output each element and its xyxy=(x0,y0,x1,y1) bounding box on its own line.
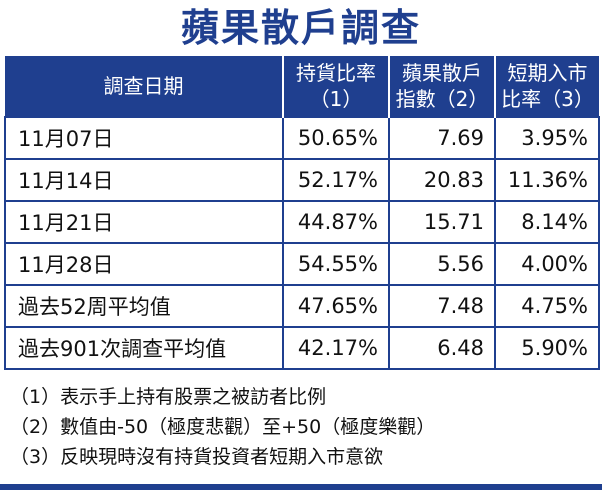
cell-short-term-entry: 4.75% xyxy=(495,284,600,327)
header-short-term-entry-line1: 短期入市 xyxy=(507,61,588,85)
cell-date: 11月14日 xyxy=(4,158,284,201)
footnote-1: （1）表示手上持有股票之被訪者比例 xyxy=(10,386,327,408)
table-row: 過去901次調查平均值 42.17% 6.48 5.90% xyxy=(4,326,600,370)
cell-retail-index: 6.48 xyxy=(389,326,496,370)
cell-short-term-entry: 8.14% xyxy=(495,200,600,243)
header-survey-date: 調查日期 xyxy=(5,56,284,117)
header-retail-index-line2: 指數（2） xyxy=(395,87,489,111)
header-row: 調查日期 持貨比率 （1） 蘋果散戶 指數（2） 短期入市 比率（3） xyxy=(5,56,599,117)
header-retail-index-line1: 蘋果散戶 xyxy=(402,61,482,85)
header-holding-ratio-line1: 持貨比率 xyxy=(296,61,376,85)
cell-holding-ratio: 50.65% xyxy=(283,116,390,159)
footnote-2: （2）數值由-50（極度悲觀）至+50（極度樂觀） xyxy=(10,416,436,438)
table-row: 11月21日 44.87% 15.71 8.14% xyxy=(4,200,600,243)
cell-holding-ratio: 42.17% xyxy=(283,326,390,370)
cell-retail-index: 7.48 xyxy=(389,284,496,327)
cell-date: 11月07日 xyxy=(4,116,284,159)
table-row: 11月28日 54.55% 5.56 4.00% xyxy=(4,242,600,285)
cell-retail-index: 20.83 xyxy=(389,158,496,201)
cell-date: 11月21日 xyxy=(4,200,284,243)
cell-short-term-entry: 11.36% xyxy=(495,158,600,201)
header-retail-index: 蘋果散戶 指數（2） xyxy=(389,56,496,117)
header-survey-date-label: 調查日期 xyxy=(103,74,184,98)
cell-date: 11月28日 xyxy=(4,242,284,285)
cell-date: 過去52周平均值 xyxy=(4,284,284,327)
cell-date: 過去901次調查平均值 xyxy=(4,326,284,370)
cell-holding-ratio: 54.55% xyxy=(283,242,390,285)
header-short-term-entry-line2: 比率（3） xyxy=(501,87,594,111)
header-holding-ratio: 持貨比率 （1） xyxy=(283,56,390,117)
cell-holding-ratio: 47.65% xyxy=(283,284,390,327)
cell-short-term-entry: 4.00% xyxy=(495,242,600,285)
footnote-3: （3）反映現時沒有持貨投資者短期入市意欲 xyxy=(10,446,384,468)
table-row: 11月14日 52.17% 20.83 11.36% xyxy=(4,158,600,201)
table-row: 過去52周平均值 47.65% 7.48 4.75% xyxy=(4,284,600,327)
cell-retail-index: 5.56 xyxy=(389,242,496,285)
cell-holding-ratio: 44.87% xyxy=(283,200,390,243)
footnotes: （1）表示手上持有股票之被訪者比例 （2）數值由-50（極度悲觀）至+50（極度… xyxy=(10,382,596,472)
page-title: 蘋果散戶調查 xyxy=(180,6,421,50)
header-holding-ratio-line2: （1） xyxy=(309,87,363,111)
cell-retail-index: 15.71 xyxy=(389,200,496,243)
cell-holding-ratio: 52.17% xyxy=(283,158,390,201)
header-short-term-entry: 短期入市 比率（3） xyxy=(495,56,599,117)
cell-short-term-entry: 5.90% xyxy=(495,326,600,370)
bottom-divider xyxy=(0,484,602,490)
cell-retail-index: 7.69 xyxy=(389,116,496,159)
table-row: 11月07日 50.65% 7.69 3.95% xyxy=(4,116,600,159)
survey-table: 調查日期 持貨比率 （1） 蘋果散戶 指數（2） 短期入市 比率（3） 11月0… xyxy=(4,56,600,370)
cell-short-term-entry: 3.95% xyxy=(495,116,600,159)
